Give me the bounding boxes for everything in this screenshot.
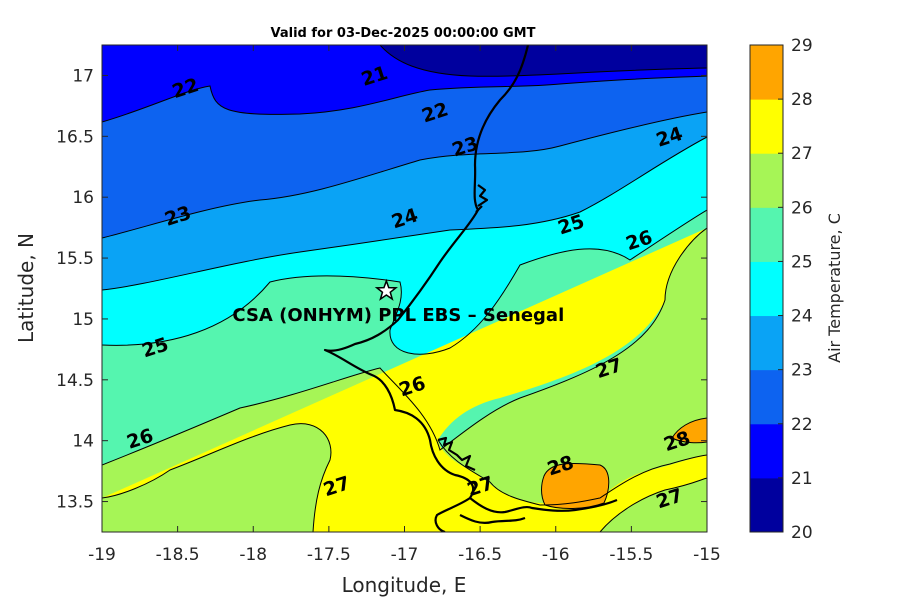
colorbar-tick-label: 20: [791, 523, 813, 543]
y-tick-label: 14: [72, 432, 94, 452]
colorbar-swatch: [750, 423, 783, 479]
colorbar-tick-label: 25: [791, 252, 813, 272]
colorbar-tick-label: 27: [791, 144, 813, 164]
x-tick-label: -16: [542, 545, 570, 565]
colorbar-tick-label: 21: [791, 469, 813, 489]
colorbar-swatch: [750, 207, 783, 262]
colorbar-tick-label: 23: [791, 361, 813, 381]
y-axis: 17 16.5 16 15.5 15 14.5 14 13.5: [56, 66, 707, 513]
colorbar-label: Air Temperature, C: [825, 213, 844, 363]
coastline-and-borders: [323, 45, 618, 532]
colorbar-swatch: [750, 315, 783, 371]
x-tick-label: -18.5: [156, 545, 200, 565]
colorbar-swatch: [750, 153, 783, 208]
site-label: CSA (ONHYM) PPL EBS – Senegal: [232, 305, 564, 326]
site-star-icon: [374, 278, 398, 301]
x-tick-label: -18: [239, 545, 267, 565]
band-26-27: [102, 228, 707, 532]
band-28-29-south: [541, 463, 609, 509]
x-axis: -19 -18.5 -18 -17.5 -17 -16.5 -16 -15.5 -15: [88, 45, 721, 565]
colorbar-swatch: [750, 45, 783, 100]
x-tick-label: -15.5: [609, 545, 653, 565]
site-marker: CSA (ONHYM) PPL EBS – Senegal: [232, 278, 564, 326]
y-tick-label: 13.5: [56, 493, 94, 513]
colorbar-tick-label: 22: [791, 415, 813, 435]
band-27-28: [102, 228, 707, 532]
y-tick-label: 15: [72, 310, 94, 330]
band-28-29-east: [672, 418, 707, 443]
colorbar-swatch: [750, 369, 783, 425]
colorbar-swatch: [750, 477, 783, 533]
colorbar: 20 21 22 23 24 25 26 27 28 29: [749, 36, 813, 543]
y-tick-label: 16.5: [56, 127, 94, 147]
chart-title: Valid for 03-Dec-2025 00:00:00 GMT: [271, 26, 536, 41]
colorbar-swatch: [750, 99, 783, 154]
y-axis-label: Latitude, N: [14, 233, 38, 343]
x-tick-label: -17: [391, 545, 419, 565]
y-tick-label: 16: [72, 188, 94, 208]
band-20-21: [380, 45, 707, 77]
x-tick-label: -15: [693, 545, 721, 565]
colorbar-tick-label: 29: [791, 36, 813, 56]
y-tick-label: 15.5: [56, 249, 94, 269]
isotherm-lines: [102, 45, 707, 532]
y-tick-label: 14.5: [56, 371, 94, 391]
colorbar-tick-label: 26: [791, 198, 813, 218]
colorbar-tick-label: 28: [791, 90, 813, 110]
colorbar-frame: [749, 44, 784, 533]
band-26-27-southeast: [600, 478, 707, 532]
x-tick-label: -17.5: [307, 545, 351, 565]
colorbar-swatch: [750, 261, 783, 317]
x-tick-label: -19: [88, 545, 116, 565]
x-tick-label: -16.5: [458, 545, 502, 565]
y-tick-label: 17: [72, 66, 94, 86]
x-axis-label: Longitude, E: [342, 573, 467, 597]
colorbar-tick-label: 24: [791, 307, 813, 327]
